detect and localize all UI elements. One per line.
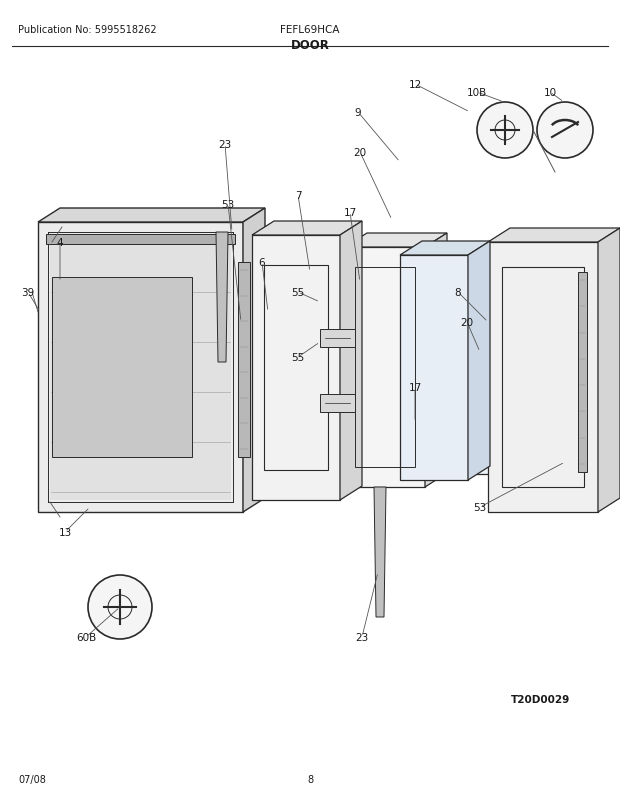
Text: T20D0029: T20D0029 xyxy=(511,695,570,704)
Text: 60B: 60B xyxy=(76,632,96,642)
Polygon shape xyxy=(488,243,598,512)
Text: 39: 39 xyxy=(21,288,35,298)
Text: 13: 13 xyxy=(58,528,72,537)
Polygon shape xyxy=(345,233,447,248)
Polygon shape xyxy=(340,221,362,500)
Polygon shape xyxy=(252,221,362,236)
Polygon shape xyxy=(216,233,228,363)
Polygon shape xyxy=(488,229,620,243)
Text: 9: 9 xyxy=(355,107,361,118)
Polygon shape xyxy=(320,395,355,412)
Polygon shape xyxy=(400,241,490,256)
Text: 20: 20 xyxy=(461,318,474,327)
Text: 20: 20 xyxy=(353,148,366,158)
Text: 07/08: 07/08 xyxy=(18,774,46,784)
Text: 8: 8 xyxy=(454,288,461,298)
Polygon shape xyxy=(38,209,265,223)
Circle shape xyxy=(88,575,152,639)
Text: 17: 17 xyxy=(343,208,356,217)
Polygon shape xyxy=(598,229,620,512)
Text: 55: 55 xyxy=(291,353,304,363)
Polygon shape xyxy=(52,277,192,457)
Polygon shape xyxy=(504,245,526,475)
Text: 53: 53 xyxy=(474,502,487,512)
Text: 8: 8 xyxy=(307,774,313,784)
Polygon shape xyxy=(468,241,490,480)
Polygon shape xyxy=(243,209,265,512)
Polygon shape xyxy=(345,248,425,488)
Text: ereplacementparts.com: ereplacementparts.com xyxy=(235,406,385,419)
Text: 7: 7 xyxy=(294,191,301,200)
Polygon shape xyxy=(320,330,355,347)
Polygon shape xyxy=(444,260,504,475)
Polygon shape xyxy=(444,245,526,260)
Text: 53: 53 xyxy=(221,200,234,210)
Circle shape xyxy=(537,103,593,159)
Polygon shape xyxy=(425,233,447,488)
Polygon shape xyxy=(50,235,231,500)
Polygon shape xyxy=(252,236,340,500)
Text: DOOR: DOOR xyxy=(291,39,329,52)
Text: 55: 55 xyxy=(291,288,304,298)
Polygon shape xyxy=(46,235,235,245)
Circle shape xyxy=(477,103,533,159)
Text: 4: 4 xyxy=(56,237,63,248)
Polygon shape xyxy=(400,256,468,480)
Polygon shape xyxy=(238,263,250,457)
Text: 10: 10 xyxy=(544,88,557,98)
Text: 12: 12 xyxy=(409,80,422,90)
Polygon shape xyxy=(38,223,243,512)
Text: 23: 23 xyxy=(355,632,369,642)
Text: FEFL69HCA: FEFL69HCA xyxy=(280,25,340,35)
Text: 6: 6 xyxy=(259,257,265,268)
Polygon shape xyxy=(578,273,587,472)
Text: 10B: 10B xyxy=(467,88,487,98)
Text: 17: 17 xyxy=(409,383,422,392)
Text: Publication No: 5995518262: Publication No: 5995518262 xyxy=(18,25,157,35)
Polygon shape xyxy=(374,488,386,618)
Text: 23: 23 xyxy=(218,140,232,150)
